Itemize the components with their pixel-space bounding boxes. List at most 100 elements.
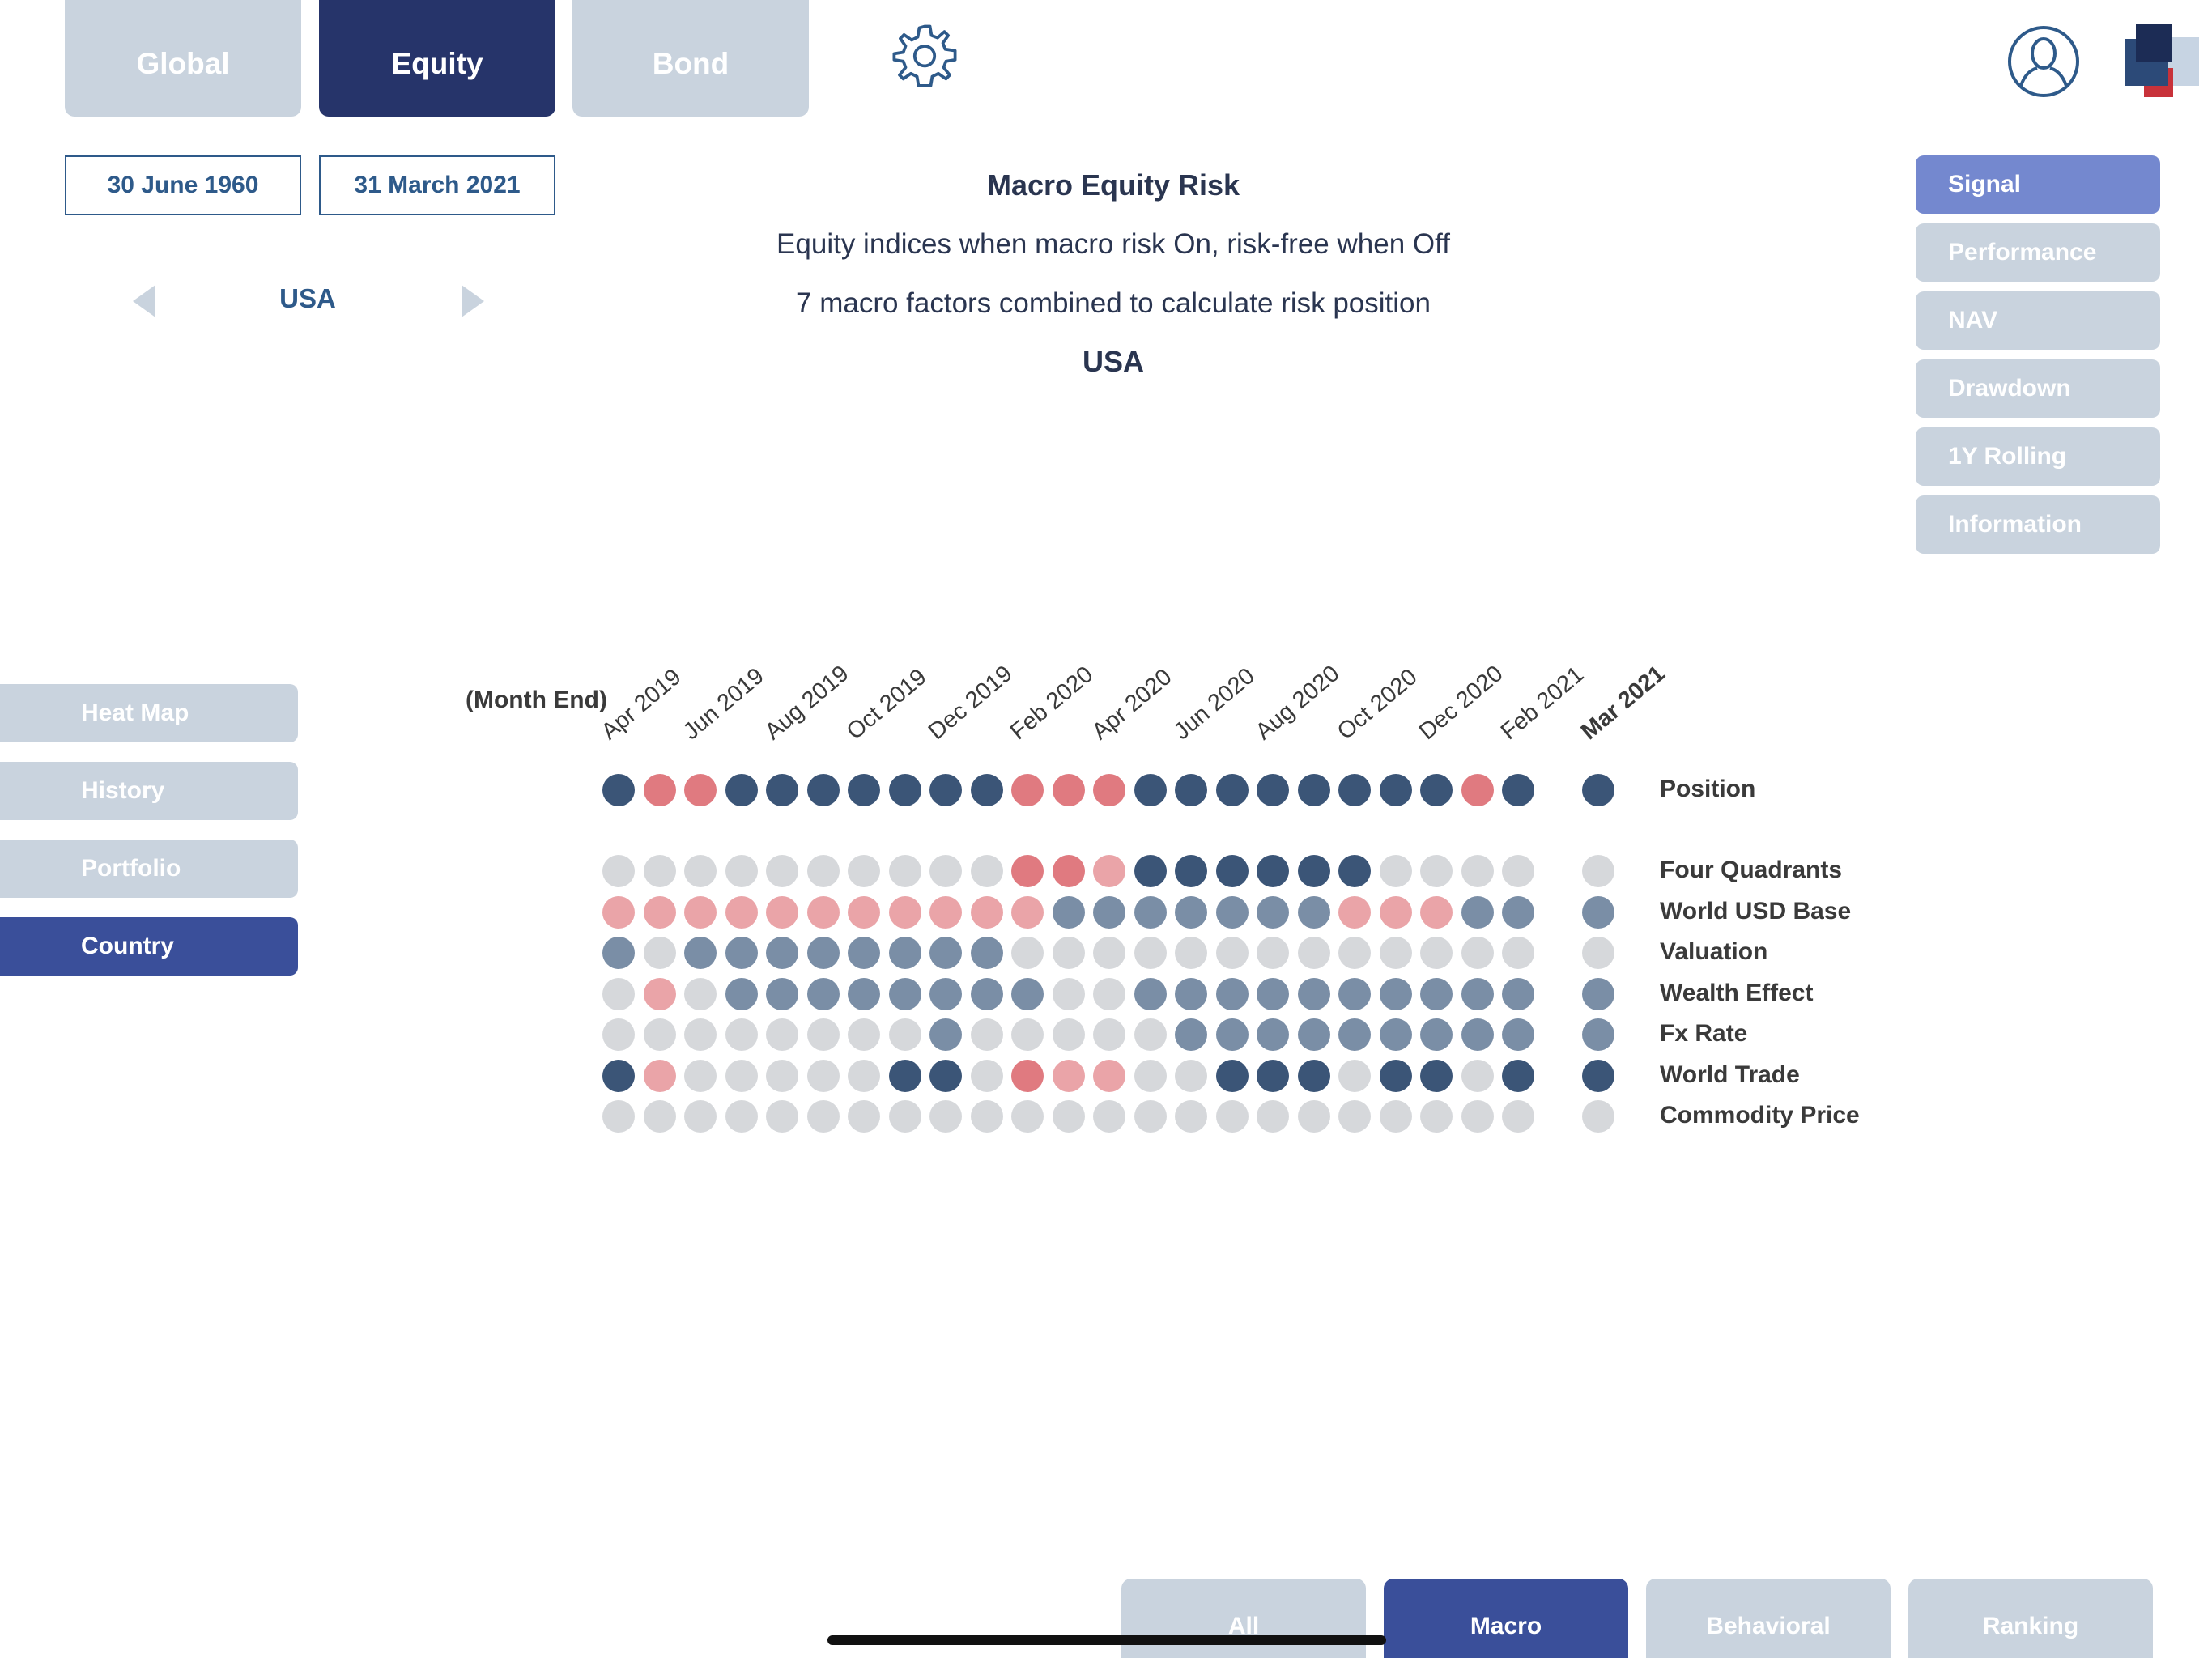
signal-dot[interactable]: [1297, 1018, 1330, 1051]
signal-dot[interactable]: [684, 978, 717, 1010]
signal-dot[interactable]: [806, 937, 840, 969]
signal-dot[interactable]: [766, 1018, 798, 1051]
signal-dot[interactable]: [1052, 1100, 1085, 1133]
signal-dot[interactable]: [602, 774, 635, 806]
signal-dot[interactable]: [684, 855, 717, 887]
signal-dot[interactable]: [643, 978, 676, 1010]
signal-dot[interactable]: [602, 855, 635, 887]
signal-dot[interactable]: [1175, 978, 1207, 1010]
signal-dot[interactable]: [1052, 774, 1085, 806]
signal-dot[interactable]: [1420, 774, 1453, 806]
signal-dot[interactable]: [684, 774, 717, 806]
signal-dot[interactable]: [725, 774, 758, 806]
signal-dot[interactable]: [725, 937, 758, 969]
signal-dot[interactable]: [929, 855, 962, 887]
signal-dot[interactable]: [1379, 896, 1412, 929]
signal-dot[interactable]: [1257, 1018, 1289, 1051]
signal-dot[interactable]: [1338, 1100, 1371, 1133]
signal-dot[interactable]: [848, 1060, 880, 1092]
signal-dot[interactable]: [1093, 896, 1125, 929]
signal-dot[interactable]: [1134, 1100, 1167, 1133]
signal-dot[interactable]: [888, 1100, 921, 1133]
signal-dot[interactable]: [684, 1100, 717, 1133]
signal-dot[interactable]: [602, 937, 635, 969]
signal-dot[interactable]: [602, 896, 635, 929]
signal-dot[interactable]: [1257, 1100, 1289, 1133]
signal-dot[interactable]: [1461, 1018, 1494, 1051]
signal-dot[interactable]: [766, 978, 798, 1010]
signal-dot[interactable]: [1134, 1060, 1167, 1092]
signal-dot[interactable]: [1379, 1100, 1412, 1133]
signal-dot[interactable]: [970, 978, 1003, 1010]
current-signal-dot[interactable]: [1582, 1018, 1614, 1051]
user-avatar-icon[interactable]: [2006, 24, 2081, 99]
signal-dot[interactable]: [929, 1018, 962, 1051]
signal-dot[interactable]: [1461, 774, 1494, 806]
signal-dot[interactable]: [643, 937, 676, 969]
nav-signal[interactable]: Signal: [1916, 155, 2160, 214]
signal-dot[interactable]: [1461, 937, 1494, 969]
signal-dot[interactable]: [1134, 1018, 1167, 1051]
start-date-field[interactable]: 30 June 1960: [65, 155, 301, 215]
signal-dot[interactable]: [848, 1100, 880, 1133]
signal-dot[interactable]: [1297, 896, 1330, 929]
signal-dot[interactable]: [1175, 774, 1207, 806]
signal-dot[interactable]: [1257, 896, 1289, 929]
signal-dot[interactable]: [1502, 1100, 1534, 1133]
signal-dot[interactable]: [1338, 774, 1371, 806]
signal-dot[interactable]: [970, 774, 1003, 806]
signal-dot[interactable]: [1420, 937, 1453, 969]
signal-dot[interactable]: [1257, 1060, 1289, 1092]
signal-dot[interactable]: [848, 978, 880, 1010]
signal-dot[interactable]: [1134, 774, 1167, 806]
signal-dot[interactable]: [888, 855, 921, 887]
signal-dot[interactable]: [1215, 1060, 1249, 1092]
signal-dot[interactable]: [1215, 1100, 1249, 1133]
nav-history[interactable]: History: [0, 762, 298, 820]
nav-1y-rolling[interactable]: 1Y Rolling: [1916, 427, 2160, 486]
current-signal-dot[interactable]: [1582, 937, 1614, 969]
signal-dot[interactable]: [1461, 1060, 1494, 1092]
nav-portfolio[interactable]: Portfolio: [0, 840, 298, 898]
signal-dot[interactable]: [806, 774, 840, 806]
signal-dot[interactable]: [1093, 1060, 1125, 1092]
signal-dot[interactable]: [643, 774, 676, 806]
signal-dot[interactable]: [643, 1060, 676, 1092]
signal-dot[interactable]: [1502, 978, 1534, 1010]
signal-dot[interactable]: [1052, 1060, 1085, 1092]
signal-dot[interactable]: [1297, 937, 1330, 969]
signal-dot[interactable]: [1011, 855, 1044, 887]
signal-dot[interactable]: [1011, 896, 1044, 929]
prev-country-arrow-icon[interactable]: [130, 283, 159, 319]
signal-dot[interactable]: [1134, 978, 1167, 1010]
signal-dot[interactable]: [848, 1018, 880, 1051]
signal-dot[interactable]: [1134, 896, 1167, 929]
signal-dot[interactable]: [1461, 855, 1494, 887]
signal-dot[interactable]: [1379, 937, 1412, 969]
signal-dot[interactable]: [1420, 896, 1453, 929]
signal-dot[interactable]: [684, 896, 717, 929]
signal-dot[interactable]: [1297, 1100, 1330, 1133]
tab-equity[interactable]: Equity: [319, 0, 555, 117]
signal-dot[interactable]: [1502, 774, 1534, 806]
signal-dot[interactable]: [929, 1100, 962, 1133]
signal-dot[interactable]: [766, 855, 798, 887]
signal-dot[interactable]: [725, 978, 758, 1010]
signal-dot[interactable]: [1257, 855, 1289, 887]
current-signal-dot[interactable]: [1582, 774, 1614, 806]
signal-dot[interactable]: [970, 855, 1003, 887]
signal-dot[interactable]: [1175, 855, 1207, 887]
signal-dot[interactable]: [806, 1018, 840, 1051]
signal-dot[interactable]: [766, 937, 798, 969]
signal-dot[interactable]: [684, 1060, 717, 1092]
signal-dot[interactable]: [1093, 855, 1125, 887]
signal-dot[interactable]: [848, 855, 880, 887]
signal-dot[interactable]: [1338, 855, 1371, 887]
signal-dot[interactable]: [888, 978, 921, 1010]
signal-dot[interactable]: [888, 896, 921, 929]
signal-dot[interactable]: [806, 855, 840, 887]
signal-dot[interactable]: [1175, 1100, 1207, 1133]
signal-dot[interactable]: [1215, 1018, 1249, 1051]
signal-dot[interactable]: [970, 1100, 1003, 1133]
signal-dot[interactable]: [1215, 774, 1249, 806]
